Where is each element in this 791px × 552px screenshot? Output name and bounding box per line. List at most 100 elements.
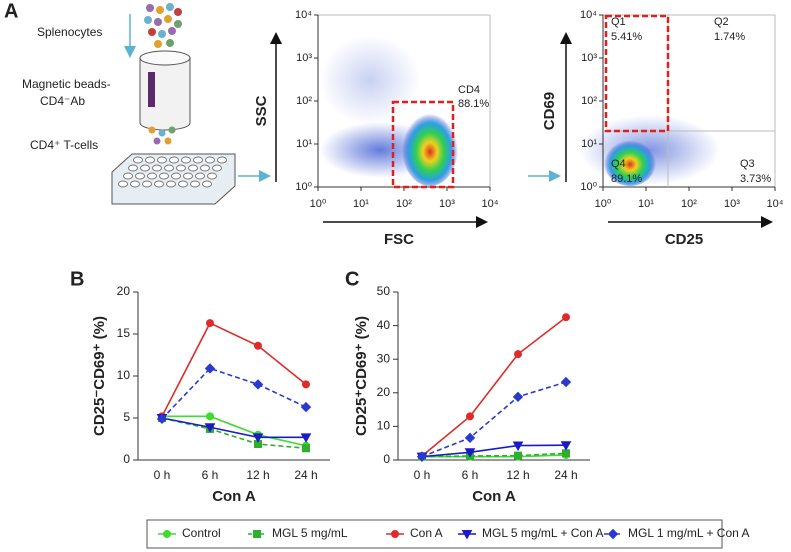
marker [416, 451, 428, 462]
x-tick-label: 10³ [724, 198, 740, 210]
well [152, 164, 162, 172]
well [128, 164, 138, 172]
series-line [421, 444, 567, 458]
marker [302, 380, 310, 389]
x-axis-title: FSC [384, 231, 414, 248]
well [205, 156, 215, 164]
marker [302, 444, 310, 453]
x-tick-label: 24 h [294, 468, 317, 482]
diagram-label: Magnetic beads- [22, 77, 111, 91]
y-tick-label: 10² [296, 95, 312, 107]
marker [252, 433, 264, 443]
well [195, 172, 205, 180]
legend-marker [253, 530, 261, 538]
y-axis-title: CD25⁻CD69⁺ (%) [91, 316, 108, 436]
x-tick-label: 6 h [462, 468, 479, 482]
legend-label: MGL 5 mg/mL [272, 526, 348, 540]
marker [560, 376, 572, 388]
well [200, 164, 210, 172]
marker [300, 433, 312, 443]
y-tick-label: 0 [383, 452, 390, 466]
x-tick-label: 10⁴ [482, 198, 499, 210]
column-top [139, 50, 191, 66]
legend-marker [461, 530, 473, 540]
marker [466, 412, 474, 421]
series-line [162, 415, 307, 447]
panel-label: B [70, 268, 84, 290]
x-tick-label: 10¹ [638, 198, 654, 210]
annotation: Q4 [611, 158, 626, 170]
x-axis-title: Con A [212, 488, 256, 505]
y-tick-label: 0 [123, 452, 130, 466]
well [123, 172, 133, 180]
gate [604, 14, 670, 133]
marker [514, 350, 522, 359]
annotation: Q2 [714, 16, 729, 28]
marker [206, 319, 214, 328]
marker [206, 412, 214, 421]
x-tick-label: 10⁰ [310, 198, 327, 210]
y-tick-label: 10⁴ [580, 9, 597, 21]
diagram-label: CD4⁻Ab [40, 94, 85, 108]
series-line [161, 417, 306, 439]
well [118, 180, 128, 188]
well [193, 156, 203, 164]
legend-label: MGL 1 mg/mL + Con A [628, 526, 750, 540]
x-tick-label: 10² [681, 198, 697, 210]
diagram-label: CD4⁺ T-cells [30, 138, 98, 152]
marker [252, 379, 264, 390]
x-tick-label: 10¹ [353, 198, 369, 210]
annotation: 88.1% [458, 98, 489, 110]
marker [562, 449, 570, 458]
well [176, 164, 186, 172]
x-tick-label: 10⁴ [767, 198, 784, 210]
y-tick-label: 5 [123, 410, 130, 424]
y-tick-label: 10 [117, 368, 131, 382]
well [164, 164, 174, 172]
isolation-diagram: Splenocytes Magnetic beads- CD4⁻Ab CD4⁺ … [22, 3, 561, 205]
well [171, 172, 181, 180]
well [202, 180, 212, 188]
marker [512, 441, 524, 452]
y-tick-label: 10⁰ [580, 181, 597, 193]
well [181, 156, 191, 164]
well [147, 172, 157, 180]
marker [204, 423, 216, 433]
annotation: 3.73% [740, 173, 771, 185]
x-tick-label: 10³ [439, 198, 455, 210]
y-tick-label: 20 [377, 385, 391, 399]
cells [144, 3, 182, 48]
x-tick-label: 0 h [414, 468, 431, 482]
well [130, 180, 140, 188]
wells [118, 156, 227, 188]
density-plot [320, 35, 720, 186]
legend-label: Control [182, 526, 221, 540]
well [140, 164, 150, 172]
series-line [421, 452, 567, 458]
y-axis-title: SSC [253, 95, 270, 126]
well [159, 172, 169, 180]
y-tick-label: 10⁴ [295, 9, 312, 21]
x-tick-label: 6 h [202, 468, 219, 482]
tcells [148, 126, 176, 145]
marker [514, 451, 522, 460]
x-axis-title: CD25 [665, 231, 703, 248]
gate [391, 100, 455, 189]
marker [204, 363, 216, 374]
series-line [422, 454, 567, 458]
well [207, 172, 217, 180]
beads [148, 72, 155, 107]
marker [300, 401, 312, 413]
marker [562, 313, 570, 322]
well [157, 156, 167, 164]
y-tick-label: 30 [377, 351, 391, 365]
legend-box [146, 519, 723, 549]
y-tick-label: 10³ [296, 52, 312, 64]
y-axis-title: CD69 [541, 92, 558, 130]
y-tick-label: 10 [377, 419, 391, 433]
annotation: 1.74% [714, 31, 745, 43]
y-tick-label: 50 [377, 284, 391, 298]
x-tick-label: 0 h [154, 468, 171, 482]
